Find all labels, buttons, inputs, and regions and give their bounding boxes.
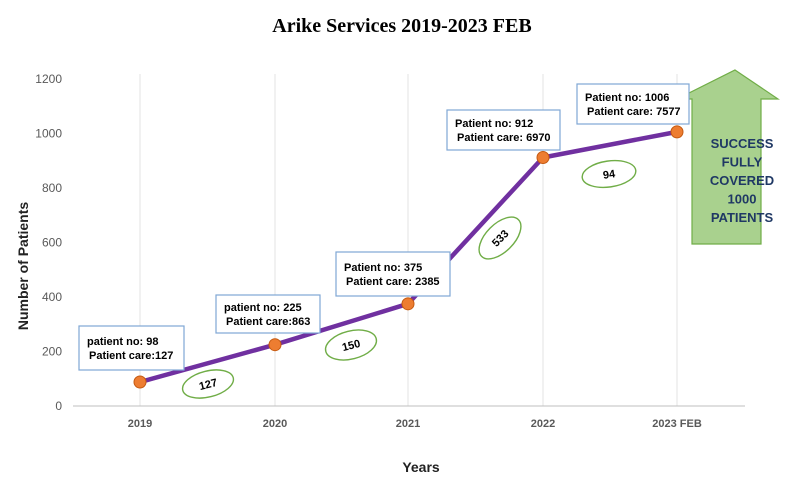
x-tick-label: 2022 <box>531 418 555 430</box>
increment-label: 94 <box>581 159 637 189</box>
callout-box <box>335 251 451 297</box>
callout-line-2: Patient care:863 <box>226 316 310 328</box>
increment-label: 533 <box>478 216 522 260</box>
x-tick-label: 2019 <box>128 418 152 430</box>
data-point <box>536 150 550 164</box>
y-tick-label: 1000 <box>35 127 62 141</box>
increment-value: 94 <box>602 168 617 182</box>
arrow-label-line: FULLY <box>722 155 763 170</box>
callout-box <box>576 83 690 125</box>
callout: patient no: 98 Patient care:127 <box>78 325 185 371</box>
x-tick-label: 2020 <box>263 418 287 430</box>
y-tick-label: 800 <box>42 181 62 195</box>
x-tick-label: 2021 <box>396 418 420 430</box>
x-axis-label: Years <box>402 459 440 475</box>
data-points <box>133 125 684 389</box>
data-point <box>670 125 684 139</box>
chart-title: Arike Services 2019-2023 FEB <box>272 15 531 37</box>
callout-box <box>78 325 185 371</box>
data-point <box>133 375 147 389</box>
callout-line-1: Patient no: 1006 <box>585 92 669 104</box>
callout-box <box>215 294 321 334</box>
increment-ellipse <box>581 159 637 189</box>
data-point <box>401 297 415 311</box>
callout-box <box>446 109 561 151</box>
arrow-label-line: SUCCESS <box>711 136 774 151</box>
increment-ellipse <box>181 369 235 399</box>
callout-line-1: Patient no: 375 <box>344 262 422 274</box>
y-tick-label: 0 <box>55 399 62 413</box>
callout: Patient no: 912 Patient care: 6970 <box>446 109 561 151</box>
arrow-label-line: PATIENTS <box>711 210 774 225</box>
callout: patient no: 225 Patient care:863 <box>215 294 321 334</box>
y-tick-label: 200 <box>42 345 62 359</box>
arrow-label-line: 1000 <box>728 192 757 207</box>
callout-line-2: Patient care: 7577 <box>587 106 681 118</box>
increment-value: 150 <box>341 338 362 354</box>
x-tick-label: 2023 FEB <box>652 418 702 430</box>
data-point <box>268 338 282 352</box>
callout: Patient no: 375 Patient care: 2385 <box>335 251 451 297</box>
increment-value: 127 <box>198 377 219 393</box>
axes: 0 200 400 600 800 1000 1200 2019 2020 2021 2022 202… <box>35 72 745 430</box>
success-arrow: SUCCESS FULLY COVERED 1000 PATIENTS <box>676 69 780 245</box>
y-tick-label: 400 <box>42 290 62 304</box>
callout-line-1: Patient no: 912 <box>455 118 533 130</box>
callout-line-1: patient no: 225 <box>224 302 302 314</box>
increment-ellipse <box>324 329 378 361</box>
increment-label: 150 <box>324 329 378 361</box>
callout-line-2: Patient care:127 <box>89 350 173 362</box>
y-tick-label: 600 <box>42 236 62 250</box>
callout: Patient no: 1006 Patient care: 7577 <box>576 83 690 125</box>
increment-label: 127 <box>181 369 235 399</box>
increment-labels: 127 150 533 94 <box>181 159 637 399</box>
callout-line-2: Patient care: 6970 <box>457 132 551 144</box>
arrow-label-line: COVERED <box>710 173 774 188</box>
y-axis-label: Number of Patients <box>15 202 31 331</box>
callout-line-2: Patient care: 2385 <box>346 276 440 288</box>
callout-line-1: patient no: 98 <box>87 336 159 348</box>
increment-ellipse <box>478 216 522 260</box>
y-tick-label: 1200 <box>35 72 62 86</box>
